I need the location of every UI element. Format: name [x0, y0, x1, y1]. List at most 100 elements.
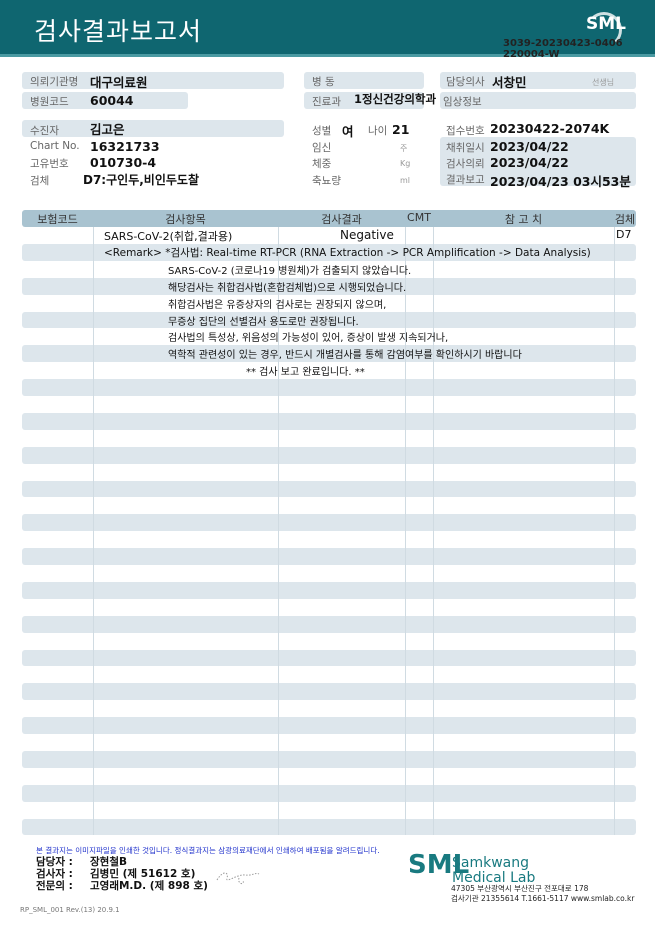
value-tester: 김병민 (제 51612 호) [90, 868, 196, 880]
lab-name-1: Samkwang [452, 855, 529, 871]
value-uid: 010730-4 [90, 155, 157, 170]
report-header: 검사결과보고서 SML [0, 0, 655, 57]
label-urine: 축뇨량 [312, 175, 341, 187]
table-row [22, 345, 636, 363]
table-row [22, 446, 636, 464]
value-doctor: 서창민 [492, 75, 527, 90]
label-tester: 검사자 : [36, 868, 73, 880]
value-sex: 여 [342, 124, 354, 139]
label-institution: 의뢰기관명 [30, 76, 79, 88]
test-name: SARS-CoV-2(취합,결과용) [104, 230, 233, 243]
table-row [22, 700, 636, 717]
value-chart-no: 16321733 [90, 139, 160, 154]
column-divider [405, 227, 406, 835]
table-row [22, 666, 636, 683]
table-row [22, 818, 636, 836]
remark-text-line: 취합검사법은 유증상자의 검사로는 권장되지 않으며, [168, 299, 387, 311]
header-result: 검사결과 [321, 213, 362, 226]
label-collection: 채취일시 [446, 142, 485, 154]
label-clinical: 임상정보 [443, 96, 482, 108]
table-row [22, 615, 636, 633]
table-row [22, 464, 636, 481]
table-row [22, 548, 636, 565]
label-chart-no: Chart No. [30, 140, 80, 152]
header-cmt: CMT [407, 211, 431, 224]
lab-address: 47305 부산광역시 부산진구 전포대로 178 검사기관 21355614 T… [451, 884, 634, 904]
table-row [22, 633, 636, 650]
header-reference: 참 고 치 [504, 213, 543, 226]
value-collection: 2023/04/22 [490, 139, 569, 154]
table-row [22, 497, 636, 514]
label-specimen: 검체 [30, 175, 50, 187]
label-patient: 수진자 [30, 125, 59, 137]
test-specimen: D7 [616, 228, 632, 241]
label-weight: 체중 [312, 158, 332, 170]
doc-no-2: 220004-W [503, 49, 560, 60]
lab-logo: SML [408, 850, 470, 880]
table-header [22, 210, 636, 227]
table-row [22, 277, 636, 295]
table-row [22, 581, 636, 599]
box-patient [22, 120, 284, 137]
remark-text-line: 해당검사는 취합검사법(혼합검체법)으로 시행되었습니다. [168, 282, 407, 294]
remark-line: <Remark> *검사법: Real-time RT-PCR (RNA Ext… [104, 246, 591, 259]
table-row [22, 396, 636, 413]
label-staff: 담당자 : [36, 856, 73, 868]
document-number: 3039-20230423-0406 220004-W [503, 38, 623, 60]
table-row [22, 412, 636, 430]
table-row [22, 784, 636, 802]
value-report: 2023/04/23 03시53분 [490, 174, 631, 189]
footer-notice: 본 결과지는 이미지파일을 인쇄한 것입니다. 정식결과지는 삼광의료재단에서 … [36, 846, 380, 855]
table-row [22, 599, 636, 616]
label-doctor: 담당의사 [446, 76, 485, 88]
label-pregnancy: 임신 [312, 142, 332, 154]
lab-name: Samkwang Medical Lab [452, 856, 535, 886]
doc-no-1: 3039-20230423-0406 [503, 38, 623, 49]
unit-urine: ml [400, 176, 411, 185]
value-patient: 김고은 [90, 122, 125, 137]
header-insurance-code: 보험코드 [37, 213, 78, 226]
label-receipt-no: 접수번호 [446, 125, 485, 137]
remark-text-line: 무증상 집단의 선별검사 용도로만 권장됩니다. [168, 316, 359, 328]
box-dept [304, 92, 424, 109]
label-request: 검사의뢰 [446, 158, 485, 170]
report-complete-line: ** 검사 보고 완료입니다. ** [246, 367, 365, 379]
label-age: 나이 [368, 125, 388, 137]
value-request: 2023/04/22 [490, 155, 569, 170]
value-dept: 1정신건강의학과 [354, 92, 437, 106]
table-row [22, 531, 636, 548]
table-row [22, 802, 636, 819]
column-divider [278, 227, 279, 835]
table-row [22, 430, 636, 447]
table-row [22, 683, 636, 701]
revision-code: RP_SML_001 Rev.(13) 20.9.1 [20, 906, 120, 914]
table-row [22, 243, 636, 261]
value-hospital-code: 60044 [90, 93, 134, 108]
table-row [22, 379, 636, 396]
box-doctor [440, 72, 636, 89]
label-uid: 고유번호 [30, 158, 69, 170]
table-row [22, 768, 636, 785]
value-specialist: 고영래M.D. (제 898 호) [90, 880, 208, 892]
box-dates [440, 137, 636, 186]
sml-logo-arc-icon [586, 12, 622, 48]
remark-text-line: SARS-CoV-2 (코로나19 병원체)가 검출되지 않았습니다. [168, 265, 412, 277]
box-institution [22, 72, 284, 89]
label-report: 결과보고 [446, 174, 485, 186]
doctor-suffix: 선생님 [592, 78, 615, 87]
unit-weight: Kg [400, 159, 411, 168]
value-receipt-no: 20230422-2074K [490, 121, 610, 136]
column-divider [614, 227, 615, 835]
label-ward: 병 동 [312, 76, 335, 88]
sml-logo: SML [586, 14, 626, 34]
unit-pregnancy: 주 [400, 144, 408, 153]
label-hospital-code: 병원코드 [30, 96, 69, 108]
table-row [22, 750, 636, 768]
table-row [22, 514, 636, 532]
test-result: Negative [340, 228, 394, 242]
contact: 검사기관 21355614 T.1661-5117 www.smlab.co.k… [451, 894, 635, 903]
value-institution: 대구의료원 [90, 75, 148, 90]
address: 47305 부산광역시 부산진구 전포대로 178 [451, 884, 589, 893]
lab-name-2: Medical Lab [452, 870, 536, 886]
remark-text-line: 역학적 관련성이 있는 경우, 반드시 개별검사를 통해 감염여부를 확인하시기… [168, 350, 522, 362]
